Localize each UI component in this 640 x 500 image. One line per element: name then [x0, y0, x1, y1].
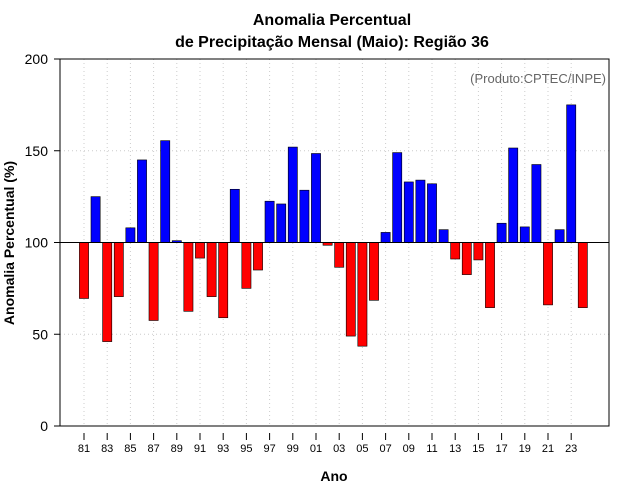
- bar-2005: [369, 242, 379, 301]
- x-tick-label: 93: [217, 443, 229, 455]
- x-tick-label: 09: [403, 443, 415, 455]
- x-tick-label: 99: [287, 443, 299, 455]
- x-tick-label: 89: [171, 443, 183, 455]
- bar-2000: [311, 153, 321, 243]
- x-tick-label: 97: [263, 443, 275, 455]
- bar-1994: [241, 242, 252, 289]
- bar-2007: [392, 152, 403, 243]
- bar-2009: [415, 179, 426, 243]
- bar-2014: [473, 242, 484, 261]
- credit-label: (Produto:CPTEC/INPE): [470, 71, 606, 86]
- bar-1999: [299, 189, 310, 243]
- x-tick-label: 87: [147, 443, 159, 455]
- chart-title-line1: Anomalia Percentual: [253, 12, 411, 29]
- bar-1986: [148, 242, 159, 321]
- bar-2010: [427, 183, 437, 243]
- bar-2017: [508, 147, 519, 243]
- x-tick-label: 13: [449, 443, 461, 455]
- bar-2006: [380, 232, 391, 243]
- bar-2003: [345, 242, 356, 337]
- x-tick-label: 15: [472, 443, 484, 455]
- x-axis-title: Ano: [320, 468, 347, 484]
- bar-2002: [334, 242, 345, 268]
- axes: 0 50 100 150 200 81 83 85 87 89 91 93 95 97 99 01 03 05 07…: [25, 51, 610, 455]
- x-tick-label: 21: [542, 443, 554, 455]
- bar-2021: [554, 229, 565, 243]
- bar-1990: [195, 242, 205, 259]
- x-tick-label: 05: [356, 443, 368, 455]
- bar-2015: [485, 242, 495, 308]
- y-axis-title: Anomalia Percentual (%): [1, 161, 17, 325]
- x-tick-label: 83: [101, 443, 113, 455]
- bar-1985: [137, 159, 147, 243]
- y-tick-label: 200: [25, 51, 49, 67]
- y-tick-label: 100: [25, 235, 49, 251]
- bar-1981: [90, 196, 101, 243]
- x-tick-label: 07: [379, 443, 391, 455]
- bar-2008: [403, 181, 414, 243]
- bar-1997: [276, 203, 287, 243]
- bar-2004: [357, 242, 368, 347]
- bar-1992: [218, 242, 229, 319]
- bar-2012: [450, 242, 461, 260]
- y-tick-label: 50: [32, 326, 48, 342]
- bar-1980: [79, 242, 89, 299]
- bar-1987: [160, 140, 171, 243]
- bar-1996: [264, 200, 275, 243]
- bar-2018: [519, 226, 530, 243]
- x-tick-label: 11: [426, 443, 437, 455]
- bar-1998: [287, 146, 298, 243]
- bar-1983: [113, 242, 124, 297]
- x-tick-label: 19: [519, 443, 531, 455]
- x-tick-label: 23: [565, 443, 577, 455]
- bar-1995: [253, 242, 263, 271]
- y-tick-label: 0: [40, 418, 48, 434]
- bar-1993: [229, 188, 240, 243]
- y-tick-label: 150: [25, 143, 49, 159]
- bar-2016: [496, 222, 507, 243]
- x-tick-label: 95: [240, 443, 252, 455]
- bars: [79, 104, 588, 347]
- x-tick-label: 81: [78, 443, 90, 455]
- bar-2023: [577, 242, 588, 308]
- bar-2020: [543, 242, 553, 306]
- chart-title-line2: de Precipitação Mensal (Maio): Região 36: [175, 34, 489, 51]
- x-tick-label: 01: [310, 443, 322, 455]
- bar-2011: [438, 229, 449, 243]
- bar-1991: [206, 242, 217, 297]
- bar-1989: [183, 242, 194, 312]
- bar-2019: [531, 164, 542, 243]
- bar-1982: [102, 242, 113, 342]
- bar-2022: [566, 104, 577, 243]
- bar-1984: [125, 227, 136, 243]
- x-tick-label: 17: [495, 443, 507, 455]
- x-tick-label: 91: [194, 443, 206, 455]
- x-tick-label: 03: [333, 443, 345, 455]
- x-tick-label: 85: [124, 443, 136, 455]
- bar-2013: [461, 242, 472, 275]
